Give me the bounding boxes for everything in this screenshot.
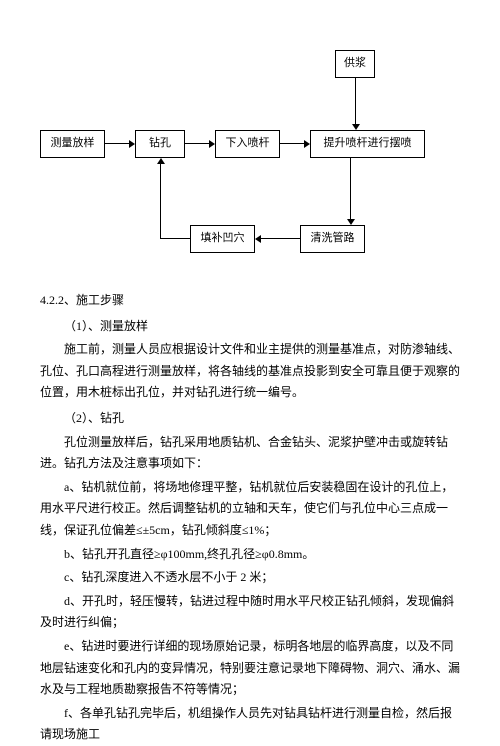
node-fill-label: 填补凹穴 (201, 229, 245, 249)
sub2-p1: 孔位测量放样后，钻孔采用地质钻机、合金钻头、泥浆护壁冲击或旋转钻进。钻孔方法及注… (40, 432, 460, 475)
process-flowchart: 供浆 测量放样 钻孔 下入喷杆 提升喷杆进行摆喷 填补凹穴 清洗管路 (40, 30, 460, 280)
node-lift: 提升喷杆进行摆喷 (310, 130, 425, 158)
node-insert-label: 下入喷杆 (226, 134, 270, 154)
item-a: a、钻机就位前，将场地修理平整，钻机就位后安装稳固在设计的孔位上，用水平尺进行校… (40, 477, 460, 542)
sub1-title: （1）、测量放样 (40, 316, 460, 338)
node-fill: 填补凹穴 (190, 225, 255, 253)
node-drill: 钻孔 (135, 130, 185, 158)
sub2-title: （2）、钻孔 (40, 408, 460, 430)
node-drill-label: 钻孔 (149, 134, 171, 154)
node-survey: 测量放样 (40, 130, 105, 158)
section-title: 4.2.2、施工步骤 (40, 290, 460, 312)
node-survey-label: 测量放样 (51, 134, 95, 154)
item-f: f、各单孔钻孔完毕后，机组操作人员先对钻具钻杆进行测量自检，然后报请现场施工 (40, 703, 460, 746)
item-d: d、开孔时，轻压慢转，钻进过程中随时用水平尺校正钻孔倾斜，发现偏斜及时进行纠偏； (40, 591, 460, 634)
node-insert: 下入喷杆 (215, 130, 280, 158)
sub1-p1: 施工前，测量人员应根据设计文件和业主提供的测量基准点，对防渗轴线、孔位、孔口高程… (40, 339, 460, 404)
node-clean-label: 清洗管路 (311, 229, 355, 249)
node-supply: 供浆 (335, 50, 375, 78)
item-c: c、钻孔深度进入不透水层不小于 2 米； (40, 567, 460, 589)
node-clean: 清洗管路 (300, 225, 365, 253)
node-lift-label: 提升喷杆进行摆喷 (324, 134, 412, 154)
item-b: b、钻孔开孔直径≥φ100mm,终孔孔径≥φ0.8mm。 (40, 544, 460, 566)
item-e: e、钻进时要进行详细的现场原始记录，标明各地层的临界高度，以及不同地层钻速变化和… (40, 636, 460, 701)
node-supply-label: 供浆 (344, 54, 366, 74)
